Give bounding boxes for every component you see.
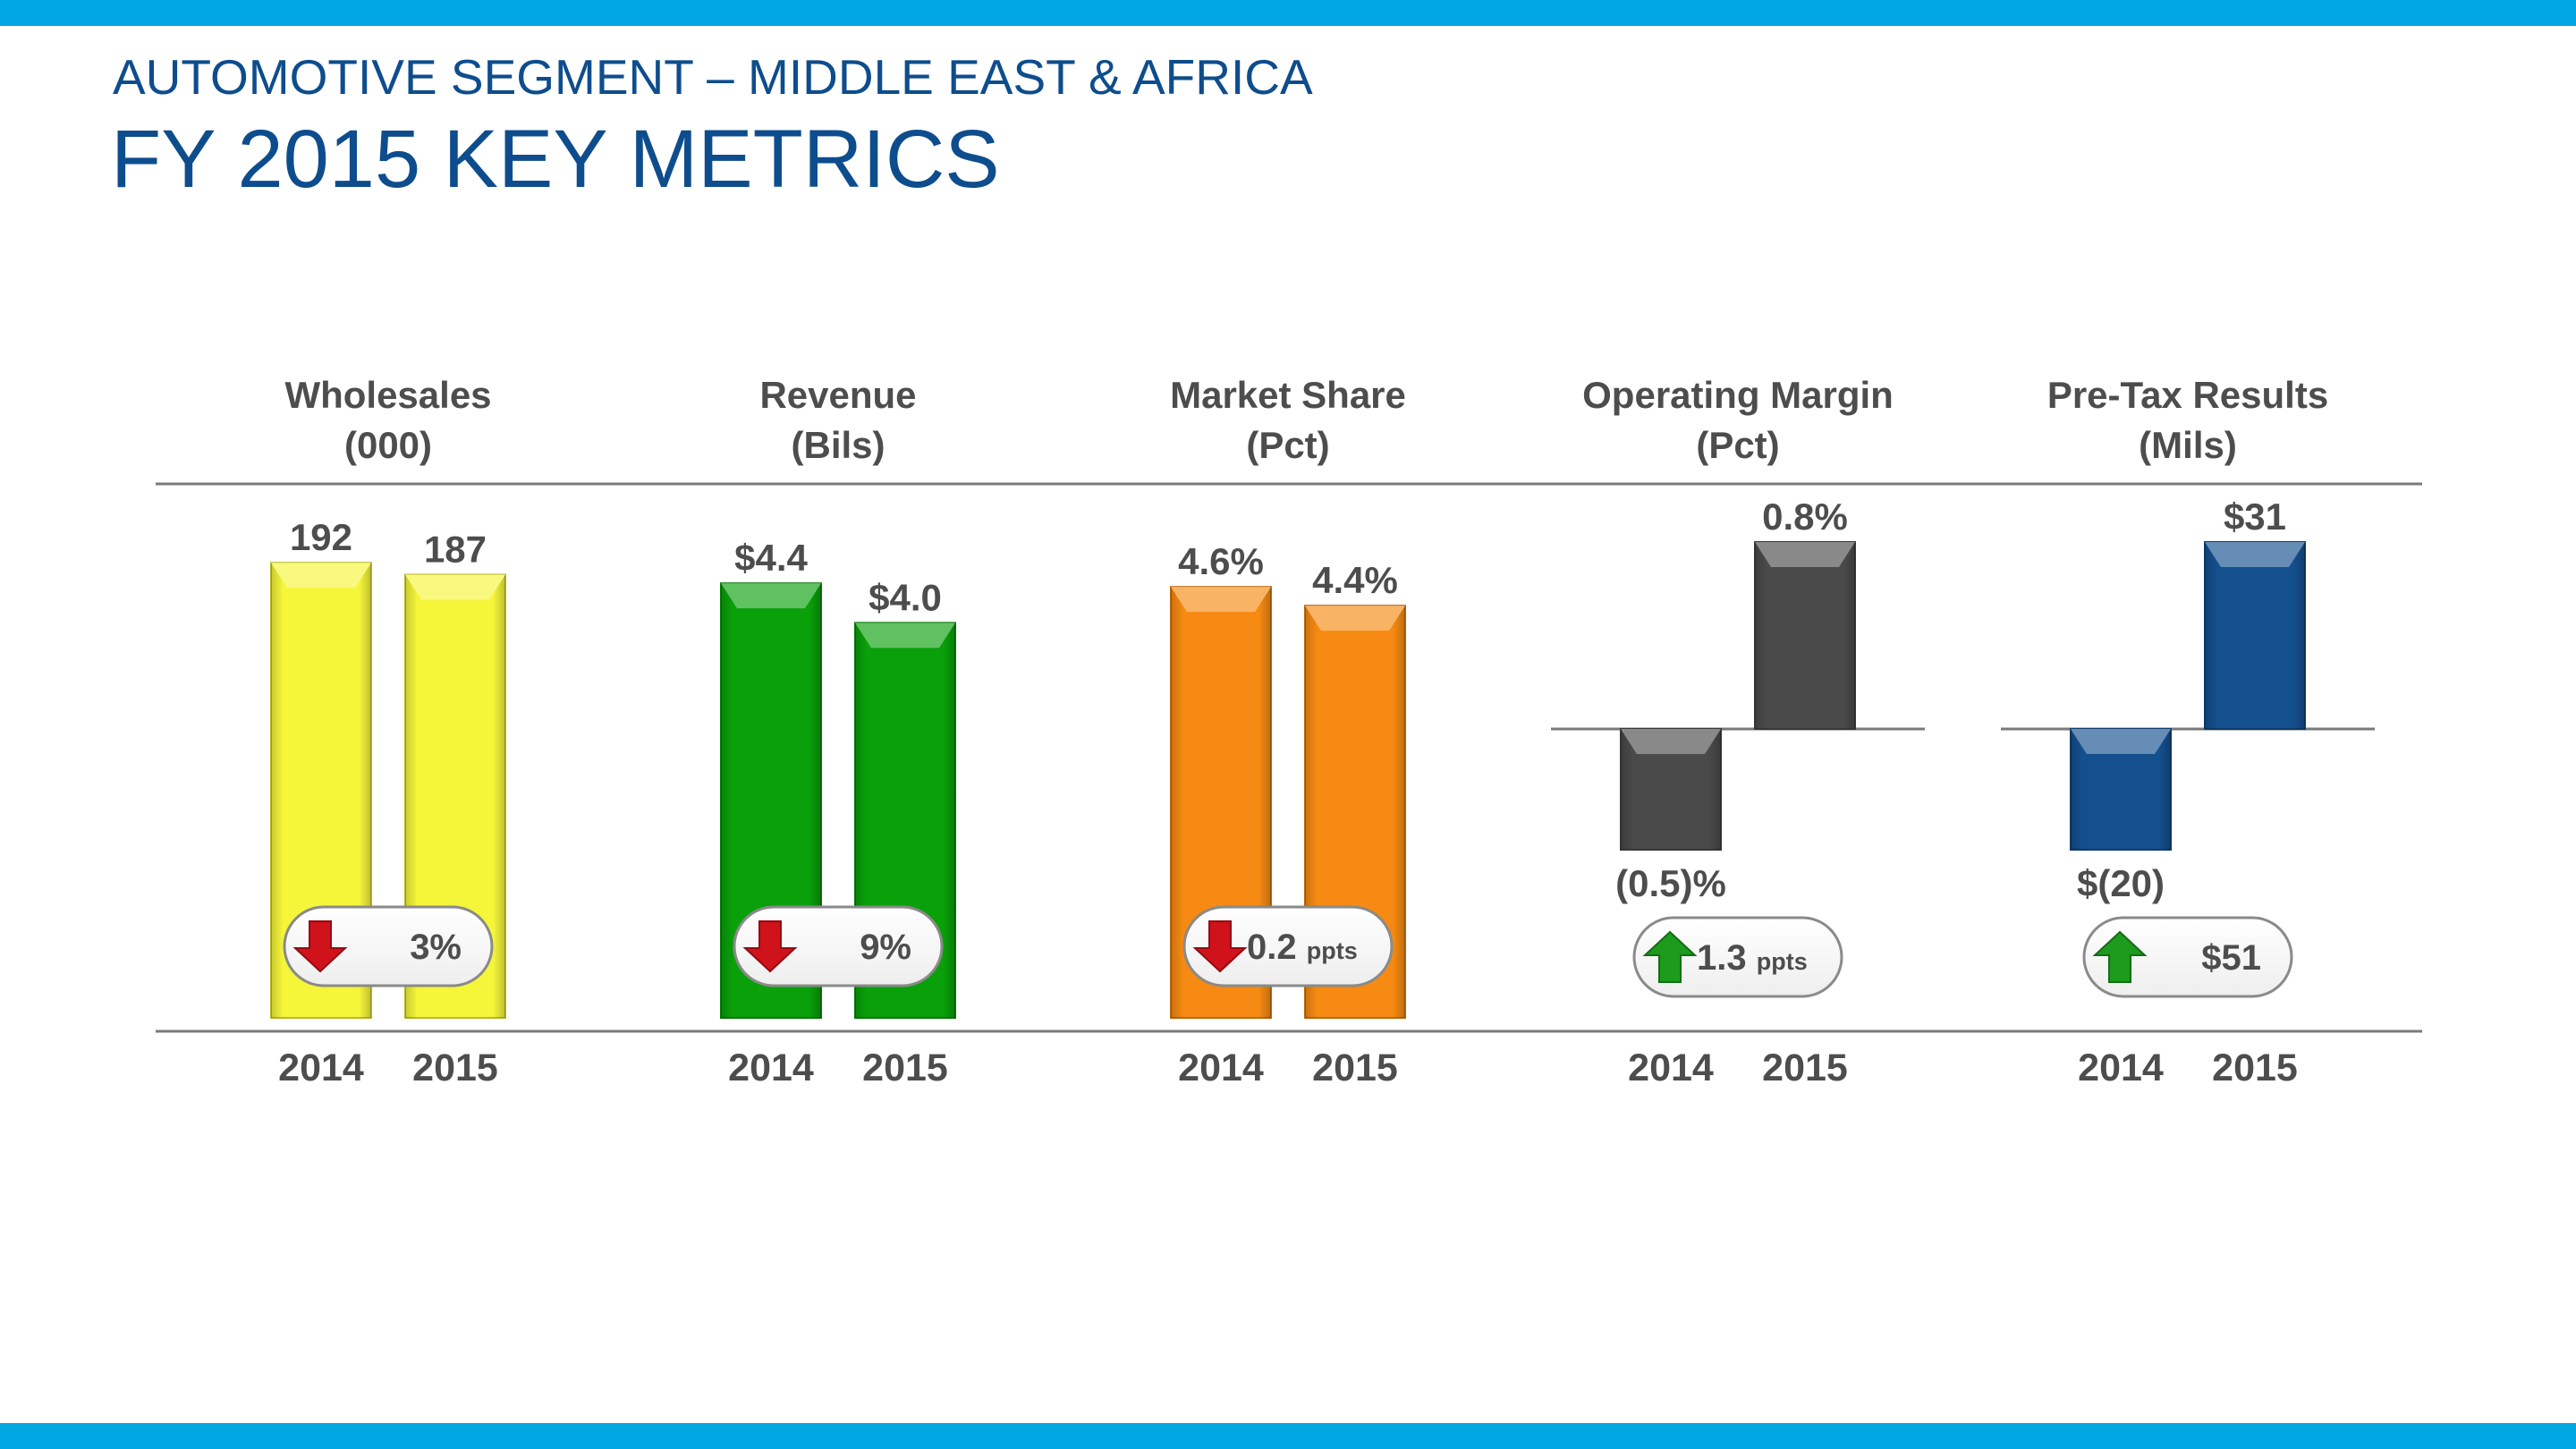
chart-title: Pre-Tax Results: [2047, 374, 2328, 416]
arrow-down-icon: [742, 920, 798, 973]
value-label: (0.5)%: [1615, 862, 1726, 904]
chart-title: Market Share: [1170, 374, 1406, 416]
year-label: 2015: [862, 1046, 948, 1089]
change-unit: ppts: [1757, 948, 1808, 975]
change-badge: 9%: [733, 905, 944, 987]
year-label: 2015: [1762, 1046, 1848, 1089]
chart-revenue: Revenue (Bils) $4.4 2014 $4.0 2015 9%: [720, 374, 956, 1089]
year-label: 2015: [412, 1046, 498, 1089]
bar-bevel: [2071, 729, 2171, 754]
bar-bevel: [1755, 542, 1855, 567]
top-accent-bar: [0, 0, 2576, 26]
bar-bevel: [855, 623, 955, 648]
change-badge: 3%: [283, 905, 494, 987]
change-unit: ppts: [1307, 937, 1358, 964]
bar-bevel: [271, 563, 371, 589]
change-badge: $51: [2082, 916, 2293, 998]
value-label: $4.4: [734, 537, 808, 579]
bar-bevel: [1621, 729, 1721, 754]
year-label: 2015: [2212, 1046, 2298, 1089]
value-label: 4.4%: [1312, 559, 1398, 601]
chart-market-share: Market Share (Pct) 4.6% 2014 4.4% 2015 0.2 ppt…: [1170, 374, 1406, 1089]
arrow-down-icon: [292, 920, 348, 973]
chart-title: Revenue: [759, 374, 916, 416]
change-badge-pill: [733, 905, 944, 987]
year-label: 2015: [1312, 1046, 1398, 1089]
bar-2015: [2204, 541, 2306, 730]
value-label: 0.8%: [1762, 496, 1848, 538]
value-label: 192: [290, 516, 352, 558]
change-value: 9%: [860, 928, 911, 967]
bar-shade: [2205, 542, 2305, 729]
bar-shade: [1755, 542, 1855, 729]
chart-pre-tax-results: Pre-Tax Results (Mils) $(20) 2014 $31 2015 $51: [2001, 374, 2375, 1089]
value-label: $(20): [2077, 862, 2165, 904]
page-subtitle: AUTOMOTIVE SEGMENT – MIDDLE EAST & AFRIC…: [113, 49, 1313, 105]
chart-unit-label: (Mils): [2139, 424, 2237, 466]
change-value: 1.3 ppts: [1697, 938, 1808, 978]
year-label: 2014: [1178, 1046, 1264, 1089]
chart-operating-margin: Operating Margin (Pct) (0.5)% 2014 0.8% 2015 1…: [1551, 374, 1925, 1089]
chart-title: Wholesales: [284, 374, 491, 416]
change-badge-pill: [1632, 916, 1843, 998]
arrow-down-icon: [1192, 920, 1248, 973]
page-title: FY 2015 KEY METRICS: [111, 114, 1000, 205]
change-badge-pill: [2082, 916, 2293, 998]
bar-bevel: [405, 574, 505, 600]
bar-bevel: [1171, 587, 1271, 613]
chart-unit-label: (000): [344, 424, 432, 466]
change-number: 0.2: [1247, 928, 1307, 967]
change-badge: 0.2 ppts: [1182, 905, 1394, 987]
value-label: 187: [424, 528, 487, 570]
year-label: 2014: [728, 1046, 814, 1089]
bar-2015: [1754, 541, 1856, 730]
bottom-accent-bar: [0, 1423, 2576, 1449]
chart-unit-label: (Pct): [1246, 424, 1329, 466]
chart-wholesales: Wholesales (000) 192 2014 187 2015 3%: [270, 374, 506, 1089]
chart-unit-label: (Bils): [792, 424, 886, 466]
bar-2014: [1620, 728, 1722, 851]
change-badge: 1.3 ppts: [1632, 916, 1843, 998]
change-value: $51: [2201, 938, 2261, 978]
chart-title: Operating Margin: [1582, 374, 1894, 416]
chart-unit-label: (Pct): [1696, 424, 1779, 466]
bar-bevel: [1305, 606, 1405, 631]
year-label: 2014: [2078, 1046, 2164, 1089]
bar-2014: [2070, 728, 2172, 851]
arrow-up-icon: [2092, 930, 2148, 983]
year-label: 2014: [1628, 1046, 1714, 1089]
bar-bevel: [2205, 542, 2305, 567]
year-label: 2014: [278, 1046, 364, 1089]
change-value: 3%: [410, 928, 462, 967]
change-badge-pill: [1182, 905, 1394, 987]
value-label: $31: [2224, 496, 2286, 538]
value-label: 4.6%: [1178, 540, 1264, 582]
change-number: 1.3: [1697, 938, 1757, 978]
change-badge-pill: [283, 905, 494, 987]
value-label: $4.0: [869, 576, 942, 618]
arrow-up-icon: [1642, 930, 1698, 983]
change-value: 0.2 ppts: [1247, 928, 1358, 967]
bar-bevel: [721, 583, 821, 609]
